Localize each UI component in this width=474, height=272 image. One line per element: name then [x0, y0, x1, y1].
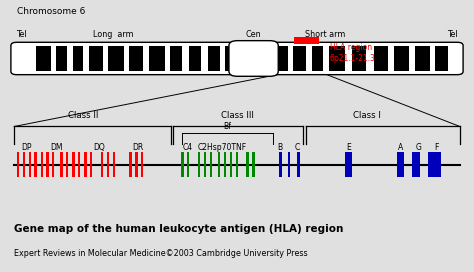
Text: DR: DR [132, 143, 143, 152]
Text: B: B [277, 143, 282, 152]
Bar [189, 45, 201, 71]
Bar [329, 45, 345, 71]
Bar [279, 152, 282, 177]
Text: HLA region
6p21.1-21.3: HLA region 6p21.1-21.3 [330, 43, 376, 63]
Text: Bf: Bf [224, 122, 231, 131]
FancyBboxPatch shape [11, 42, 463, 75]
Bar [294, 36, 319, 44]
Bar [218, 152, 220, 177]
Text: Cen: Cen [246, 30, 261, 39]
Bar [107, 152, 109, 177]
Bar [435, 45, 448, 71]
Bar [352, 45, 366, 71]
Bar [397, 152, 404, 177]
Bar [246, 152, 248, 177]
Text: DM: DM [51, 143, 63, 152]
Bar [415, 45, 430, 71]
Text: DP: DP [21, 143, 31, 152]
Bar [23, 152, 25, 177]
Bar [141, 152, 143, 177]
Bar [136, 152, 137, 177]
Bar [293, 45, 306, 71]
Text: Chromosome 6: Chromosome 6 [17, 7, 85, 16]
Bar [78, 152, 80, 177]
Bar [412, 152, 420, 177]
Text: A: A [398, 143, 403, 152]
Bar [72, 152, 75, 177]
Text: Class III: Class III [220, 111, 254, 120]
Bar [374, 45, 388, 71]
Text: F: F [434, 143, 438, 152]
Bar [73, 45, 83, 71]
Bar [100, 152, 103, 177]
Bar [129, 152, 132, 177]
Bar [56, 45, 67, 71]
Bar [224, 152, 226, 177]
Bar [312, 45, 323, 71]
Bar [129, 45, 143, 71]
Text: Tel: Tel [447, 30, 458, 39]
Bar [210, 152, 212, 177]
Bar [66, 152, 68, 177]
Text: Tel: Tel [16, 30, 27, 39]
Bar [108, 45, 124, 71]
Bar [298, 152, 300, 177]
Bar [345, 152, 352, 177]
Bar [288, 152, 290, 177]
Text: Gene map of the human leukocyte antigen (HLA) region: Gene map of the human leukocyte antigen … [14, 224, 344, 234]
FancyBboxPatch shape [229, 41, 278, 76]
Text: Class I: Class I [354, 111, 381, 120]
Text: E: E [346, 143, 351, 152]
Bar [230, 152, 232, 177]
Bar [208, 45, 220, 71]
Bar [428, 152, 435, 177]
Bar [394, 45, 409, 71]
Bar [28, 152, 31, 177]
Bar [40, 152, 43, 177]
Text: Long  arm: Long arm [93, 30, 134, 39]
Bar [225, 45, 236, 71]
Bar [252, 152, 255, 177]
Bar [433, 152, 441, 177]
Bar [203, 152, 206, 177]
Bar [89, 45, 103, 71]
Text: Class II: Class II [68, 111, 98, 120]
Text: C4: C4 [182, 143, 192, 152]
Text: Short arm: Short arm [304, 30, 345, 39]
Bar [90, 152, 92, 177]
Bar [112, 152, 115, 177]
Bar [84, 152, 86, 177]
Text: C2Hsp70TNF: C2Hsp70TNF [197, 143, 246, 152]
Bar [52, 152, 54, 177]
Bar [36, 45, 51, 71]
Bar [17, 152, 19, 177]
Bar [149, 45, 165, 71]
Bar [34, 152, 36, 177]
Bar [61, 152, 63, 177]
Bar [170, 45, 182, 71]
Bar [198, 152, 200, 177]
Text: G: G [415, 143, 421, 152]
Bar [236, 152, 238, 177]
Bar [181, 152, 184, 177]
Text: Expert Reviews in Molecular Medicine©2003 Cambridge University Press: Expert Reviews in Molecular Medicine©200… [14, 249, 308, 258]
Text: C: C [295, 143, 301, 152]
Text: DQ: DQ [94, 143, 105, 152]
Bar [187, 152, 189, 177]
Bar [271, 45, 288, 71]
Bar [46, 152, 49, 177]
